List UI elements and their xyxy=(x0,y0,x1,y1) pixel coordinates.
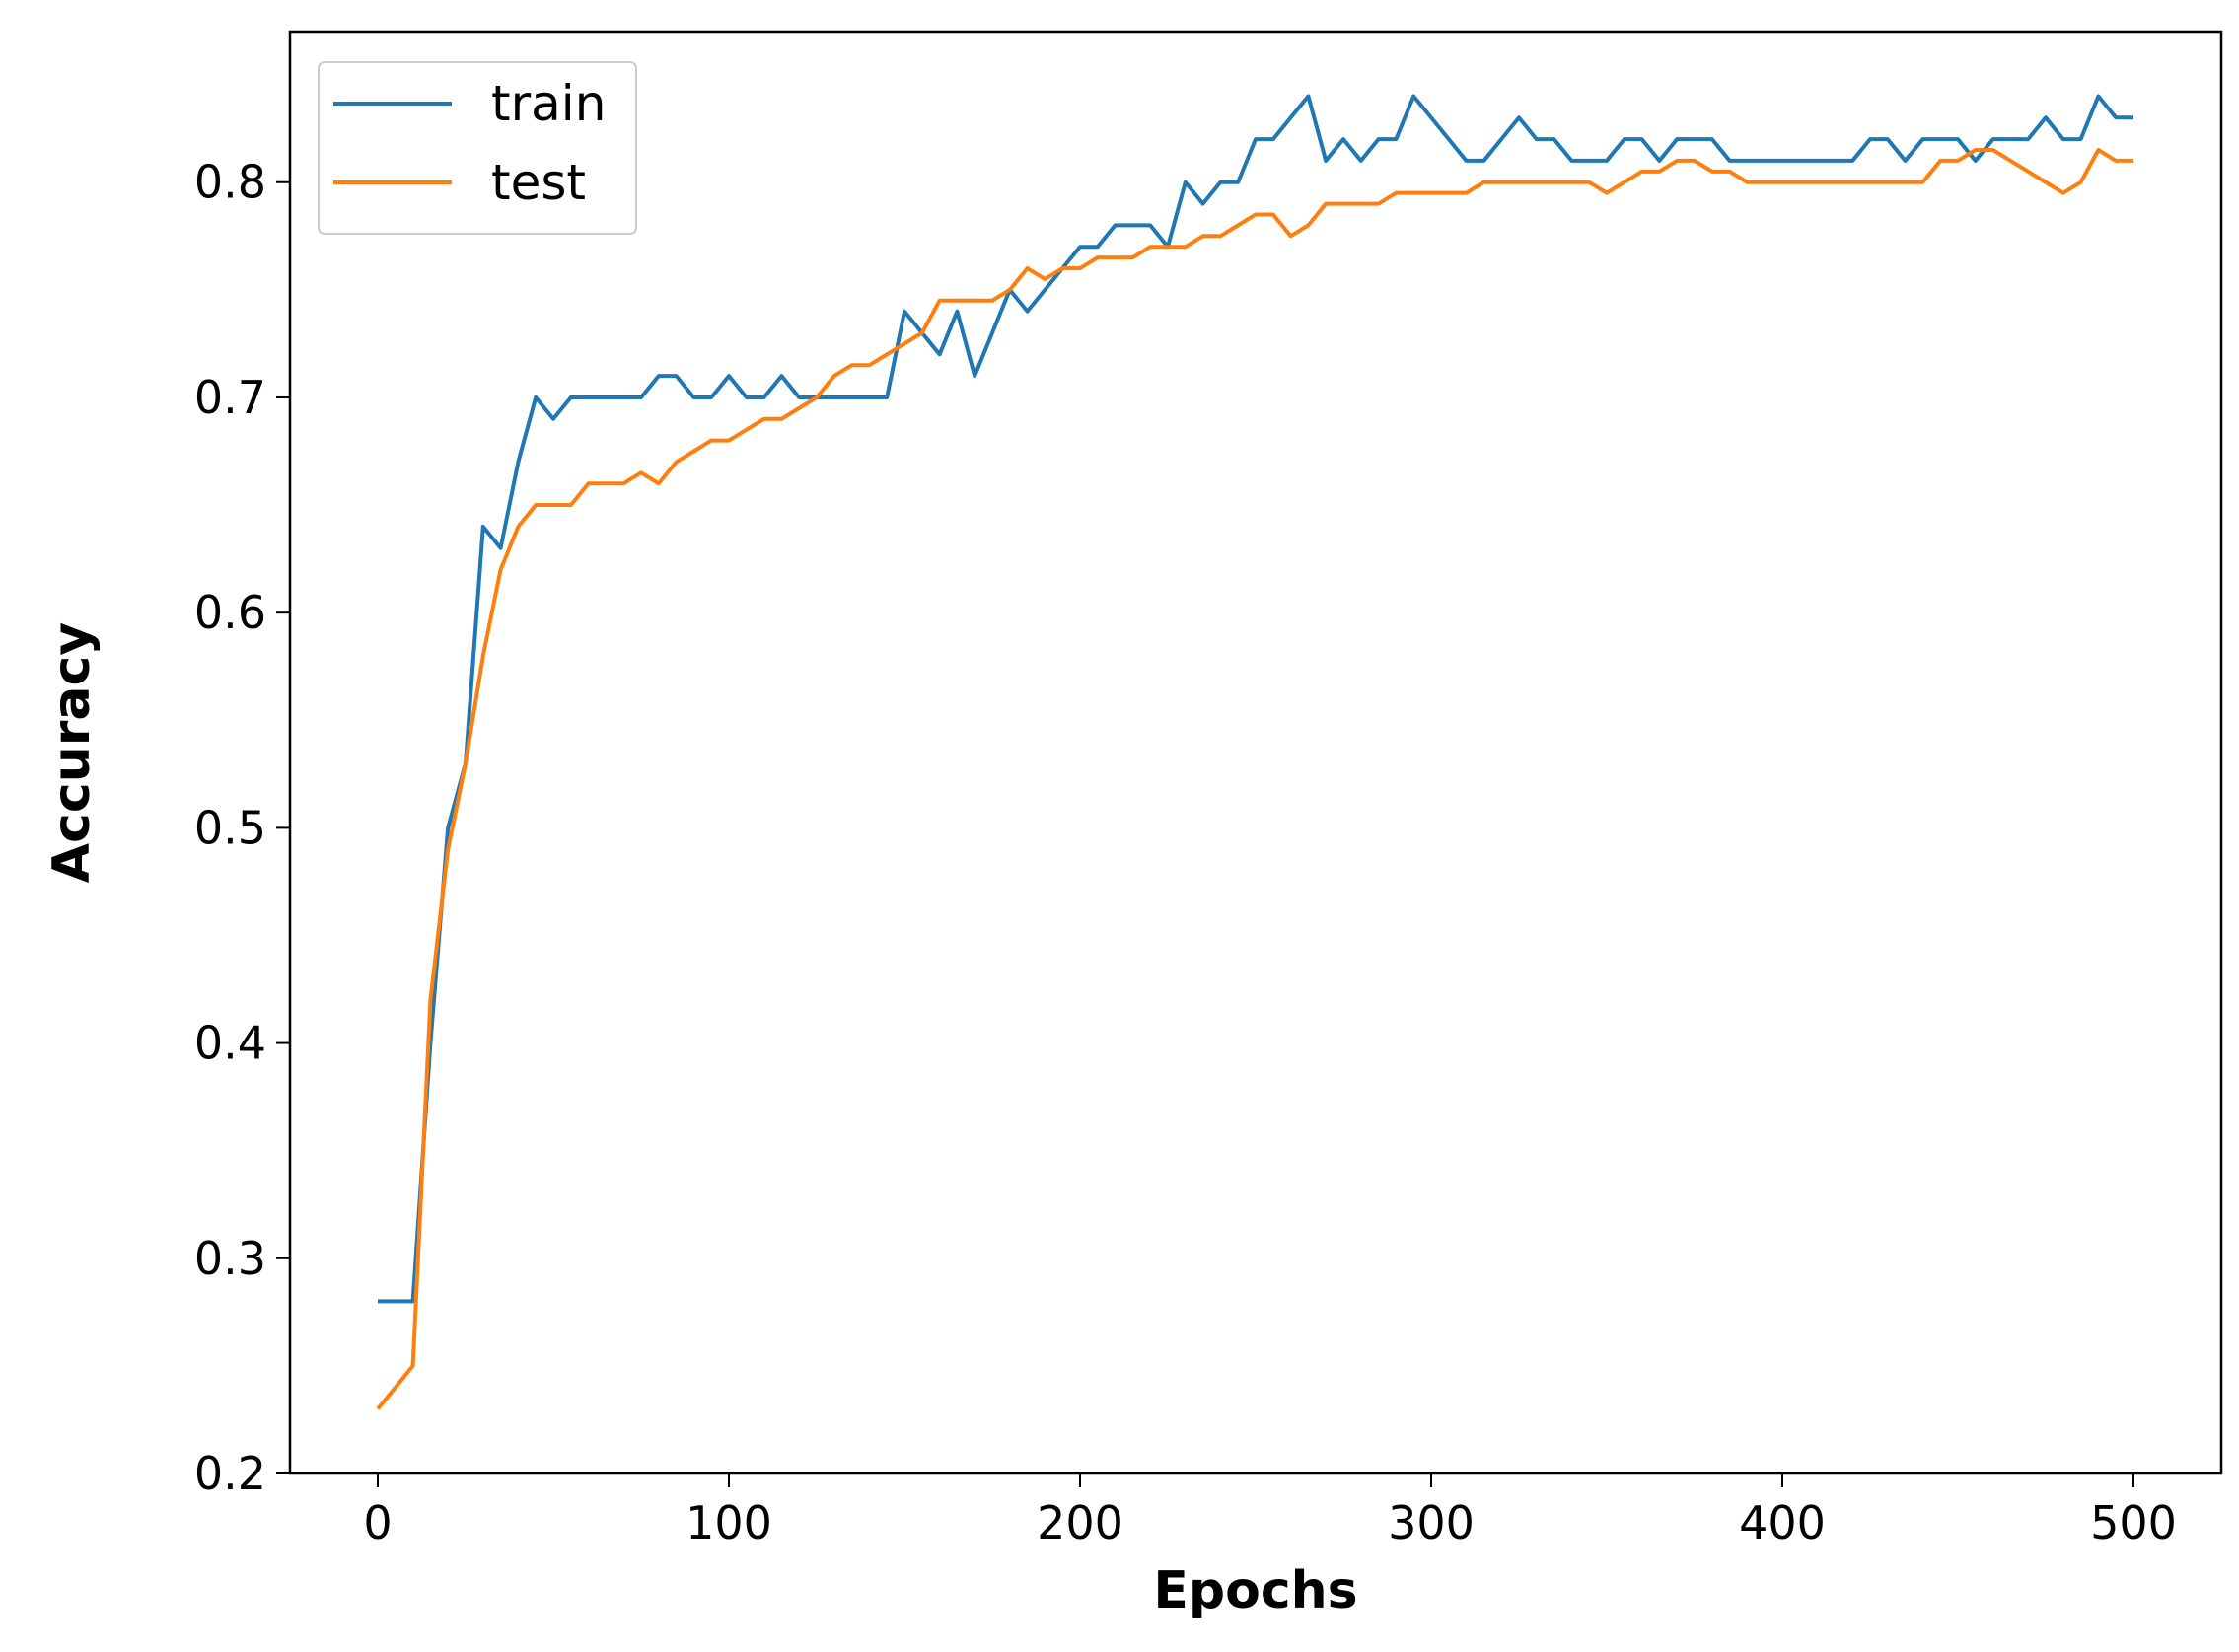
x-axis-label: Epochs xyxy=(1153,1561,1357,1620)
axes-frame xyxy=(288,30,2223,1475)
y-tick-label: 0.6 xyxy=(194,586,266,639)
x-tick-label: 200 xyxy=(1037,1496,1123,1549)
y-tick-label: 0.5 xyxy=(194,801,266,854)
y-tick-label: 0.8 xyxy=(194,156,266,209)
data-line xyxy=(378,94,2133,1304)
data-line xyxy=(376,148,2133,1410)
y-axis-label: Accuracy xyxy=(42,622,102,883)
x-tick-label: 0 xyxy=(363,1496,392,1549)
x-tick-label: 300 xyxy=(1388,1496,1475,1549)
y-tick-label: 0.4 xyxy=(194,1017,266,1070)
legend-label: train xyxy=(491,75,606,132)
x-tick-label: 400 xyxy=(1739,1496,1826,1549)
legend-label: test xyxy=(491,154,586,211)
y-tick-label: 0.7 xyxy=(194,371,266,424)
x-tick-label: 500 xyxy=(2090,1496,2177,1549)
x-tick-label: 100 xyxy=(686,1496,772,1549)
y-tick-label: 0.3 xyxy=(194,1232,266,1285)
y-tick-label: 0.2 xyxy=(194,1447,266,1500)
